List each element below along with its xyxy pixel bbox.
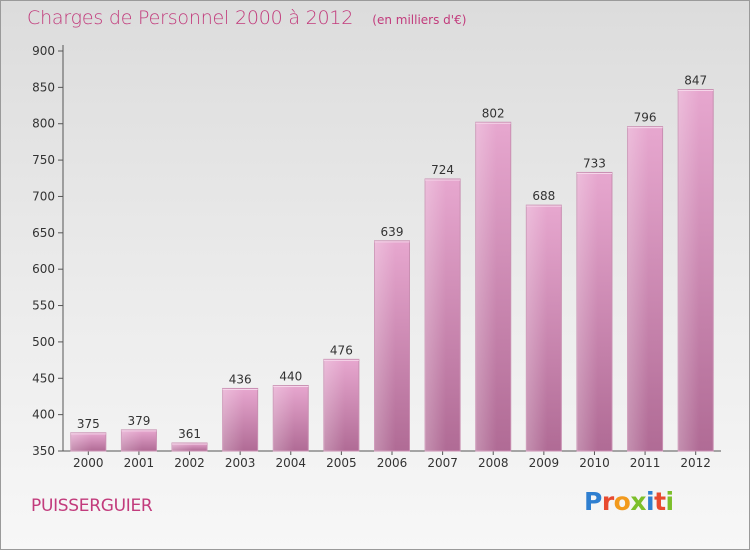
data-label: 361 <box>178 427 201 441</box>
x-tick-label: 2006 <box>377 456 408 470</box>
data-label: 733 <box>583 156 606 170</box>
data-label: 724 <box>431 163 454 177</box>
bar-highlight <box>172 443 208 451</box>
bar-highlight <box>425 179 461 451</box>
bar-highlight <box>222 388 258 451</box>
data-label: 639 <box>381 225 404 239</box>
bar-highlight <box>627 126 663 452</box>
x-tick-label: 2001 <box>124 456 155 470</box>
data-label: 436 <box>229 372 252 386</box>
bar-highlight <box>475 122 511 451</box>
bars <box>70 89 714 452</box>
bar-highlight <box>323 359 359 451</box>
y-tick-label: 350 <box>32 444 55 458</box>
x-tick-label: 2011 <box>630 456 661 470</box>
bar-chart: 350 400 450 500 550 600 650 700 750 800 850 900 2000… <box>32 44 721 470</box>
data-label: 688 <box>532 189 555 203</box>
data-label: 796 <box>634 111 657 125</box>
y-tick-label: 500 <box>32 335 55 349</box>
x-tick-label: 2000 <box>73 456 104 470</box>
y-tick-label: 650 <box>32 226 55 240</box>
data-label: 802 <box>482 106 505 120</box>
data-labels: 375 379 361 436 440 476 639 724 802 688 733 796 847 <box>77 74 707 441</box>
bar-highlight <box>576 172 612 452</box>
x-tick-label: 2002 <box>174 456 205 470</box>
x-tick-label: 2005 <box>326 456 357 470</box>
x-tick-label: 2004 <box>275 456 306 470</box>
y-tick-label: 850 <box>32 80 55 94</box>
bar-highlight <box>526 205 562 451</box>
bar-highlight <box>374 240 410 451</box>
chart-title: Charges de Personnel 2000 à 2012 <box>27 7 354 29</box>
x-tick-label: 2003 <box>225 456 256 470</box>
data-label: 375 <box>77 417 100 431</box>
y-tick-label: 700 <box>32 189 55 203</box>
town-name: PUISSERGUIER <box>31 496 153 516</box>
data-label: 476 <box>330 343 353 357</box>
chart-subtitle: (en milliers d'€) <box>372 13 467 27</box>
y-tick-label: 600 <box>32 262 55 276</box>
y-tick-label: 550 <box>32 299 55 313</box>
data-label: 379 <box>127 414 150 428</box>
x-tick-label: 2008 <box>478 456 509 470</box>
bar-highlight <box>70 432 106 451</box>
x-tick-label: 2010 <box>579 456 610 470</box>
x-tick-label: 2007 <box>427 456 458 470</box>
proxiti-logo: Proxiti <box>584 487 674 516</box>
y-tick-label: 900 <box>32 44 55 58</box>
y-tick-label: 750 <box>32 153 55 167</box>
title-row: Charges de Personnel 2000 à 2012 (en mil… <box>27 7 466 29</box>
bar-highlight <box>273 385 309 451</box>
y-tick-label: 450 <box>32 371 55 385</box>
y-tick-label: 400 <box>32 408 55 422</box>
y-tick-label: 800 <box>32 117 55 131</box>
data-label: 847 <box>684 74 707 88</box>
data-label: 440 <box>279 370 302 384</box>
x-tick-label: 2009 <box>529 456 560 470</box>
x-tick-label: 2012 <box>680 456 711 470</box>
bar-highlight <box>121 429 157 451</box>
bar-highlight <box>678 89 714 451</box>
